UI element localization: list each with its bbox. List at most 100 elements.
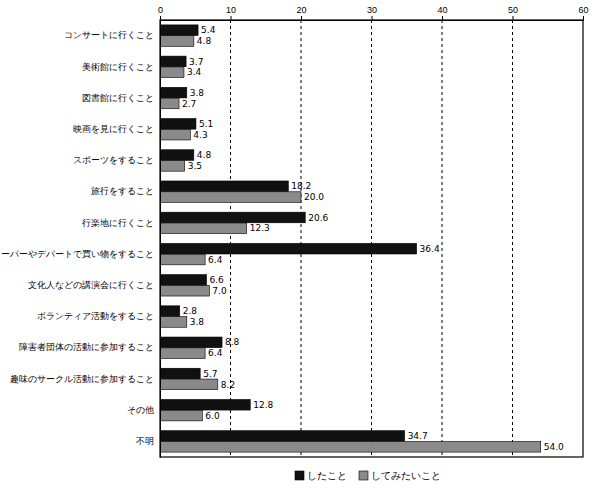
- category-label: 旅行をすること: [91, 186, 154, 196]
- legend-swatch: [295, 471, 304, 480]
- bar: [160, 399, 250, 410]
- tick-mark: [583, 16, 584, 20]
- category-label: 美術館に行くこと: [82, 62, 154, 72]
- data-label: 3.4: [187, 67, 202, 77]
- data-label: 6.4: [208, 348, 223, 358]
- grid-line: [301, 20, 302, 457]
- bar: [160, 243, 417, 254]
- tick: 映画を見に行くこと: [73, 124, 160, 134]
- data-label: 5.4: [201, 25, 216, 35]
- data-label: 18.2: [291, 181, 311, 191]
- tick-mark: [442, 16, 443, 20]
- bar: [160, 410, 202, 421]
- tick-label: 50: [508, 5, 518, 15]
- grid-line: [512, 20, 513, 457]
- bar: [160, 67, 184, 78]
- bar: [160, 275, 207, 286]
- tick: 行楽地に行くこと: [82, 218, 160, 228]
- axis-line: [160, 21, 161, 458]
- tick: その他: [127, 405, 160, 415]
- bar: [160, 442, 541, 453]
- bar: [160, 223, 247, 234]
- tick-label: 30: [367, 5, 377, 15]
- grid: [231, 20, 513, 457]
- bar: [160, 368, 200, 379]
- bar: [160, 254, 205, 265]
- data-label: 5.1: [199, 119, 213, 129]
- tick: 旅行をすること: [91, 186, 160, 196]
- bar: [160, 119, 196, 130]
- bar: [160, 56, 186, 67]
- frame: [160, 20, 583, 457]
- data-label: 4.3: [193, 130, 207, 140]
- tick: ボランティア活動をすること: [37, 311, 160, 321]
- bar: [160, 25, 198, 36]
- tick-mark: [231, 16, 232, 20]
- data-label: 3.8: [190, 317, 205, 327]
- bar: [160, 212, 305, 223]
- grid-line: [371, 20, 372, 457]
- data-label: 8.2: [221, 380, 235, 390]
- tick: 60: [578, 5, 588, 20]
- bar: [160, 285, 209, 296]
- data-label: 36.4: [420, 244, 440, 254]
- data-label: 3.7: [189, 57, 203, 67]
- bar: [160, 431, 405, 442]
- plot: 5.43.73.85.14.818.220.636.46.62.88.85.71…: [0, 5, 589, 458]
- bar: [160, 87, 187, 98]
- bar: [160, 98, 179, 109]
- tick-label: 40: [437, 5, 447, 15]
- tick: コンサートに行くこと: [64, 30, 160, 40]
- tick-label: 10: [226, 5, 236, 15]
- bar: [160, 306, 180, 317]
- data-label: 6.0: [205, 411, 220, 421]
- category-label: スーパーやデパートで買い物をすること: [0, 249, 154, 259]
- data-label: 34.7: [408, 431, 428, 441]
- tick: スポーツをすること: [73, 155, 160, 165]
- category-label: コンサートに行くこと: [64, 30, 154, 40]
- category-label: その他: [127, 405, 154, 415]
- tick: スーパーやデパートで買い物をすること: [0, 249, 160, 259]
- bar: [160, 161, 185, 172]
- category-label: ボランティア活動をすること: [37, 311, 154, 321]
- tick: 美術館に行くこと: [82, 62, 160, 72]
- legend-item: したこと: [295, 470, 347, 481]
- data-label: 20.6: [308, 213, 328, 223]
- tick: 文化人などの講演会に行くこと: [28, 280, 160, 290]
- data-label: 4.8: [197, 150, 212, 160]
- data-label: 12.3: [250, 223, 270, 233]
- data-label: 12.8: [253, 400, 273, 410]
- chart: 5.43.73.85.14.818.220.636.46.62.88.85.71…: [0, 0, 600, 493]
- y-axis: コンサートに行くこと美術館に行くこと図書館に行くこと映画を見に行くことスポーツを…: [0, 21, 161, 458]
- data-label: 5.7: [203, 369, 217, 379]
- bar: [160, 337, 222, 348]
- category-label: 行楽地に行くこと: [82, 218, 154, 228]
- bar: [160, 181, 288, 192]
- category-label: 映画を見に行くこと: [73, 124, 154, 134]
- data-labels: 5.43.73.85.14.818.220.636.46.62.88.85.71…: [182, 25, 564, 452]
- bar: [160, 348, 205, 359]
- tick-mark: [513, 16, 514, 20]
- tick: 0: [158, 5, 163, 20]
- category-label: 不明: [136, 436, 154, 446]
- grid-line: [442, 20, 443, 457]
- grid-line: [230, 20, 231, 457]
- category-label: 文化人などの講演会に行くこと: [28, 280, 154, 290]
- tick: 10: [226, 5, 236, 20]
- data-label: 6.6: [210, 275, 225, 285]
- tick: 障害者団体の活動に参加すること: [19, 342, 160, 352]
- tick-mark: [160, 16, 161, 20]
- bar: [160, 129, 190, 140]
- category-label: 障害者団体の活動に参加すること: [19, 342, 154, 352]
- data-label: 2.7: [182, 99, 196, 109]
- category-label: 図書館に行くこと: [82, 93, 154, 103]
- category-label: 趣味のサークル活動に参加すること: [10, 374, 154, 384]
- tick: 40: [437, 5, 447, 20]
- tick: 50: [508, 5, 518, 20]
- legend-swatch: [359, 471, 368, 480]
- data-label: 3.5: [188, 161, 202, 171]
- tick-label: 0: [158, 5, 163, 15]
- data-label: 2.8: [183, 306, 198, 316]
- tick: 趣味のサークル活動に参加すること: [10, 374, 160, 384]
- tick-label: 20: [296, 5, 306, 15]
